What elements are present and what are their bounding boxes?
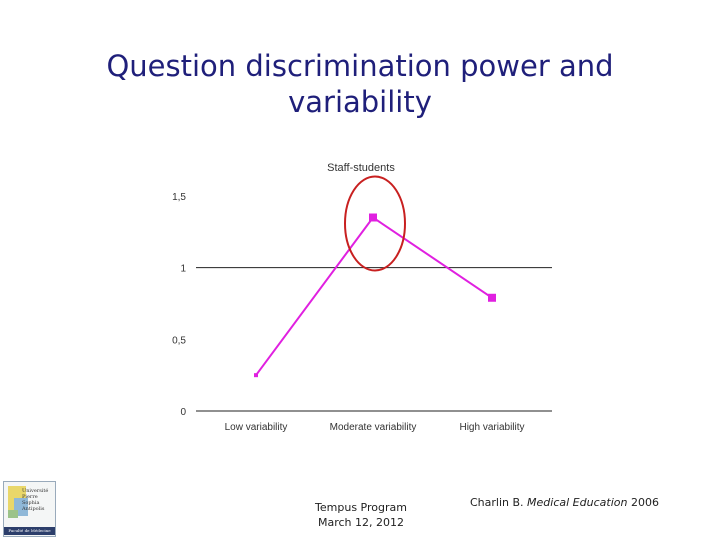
- slide-title-line1: Question discrimination power and: [106, 49, 614, 83]
- citation-author: Charlin B.: [470, 496, 528, 509]
- data-point: [254, 373, 258, 378]
- citation-year: 2006: [627, 496, 659, 509]
- logo-text: Université Pierre Sophia Antipolis: [22, 488, 55, 512]
- slide-title: Question discrimination power and variab…: [60, 48, 660, 120]
- x-category-label: Moderate variability: [330, 422, 417, 433]
- footer-line2: March 12, 2012: [317, 516, 404, 529]
- x-category-label: Low variability: [225, 422, 288, 433]
- university-logo: Université Pierre Sophia Antipolis Facul…: [3, 481, 56, 537]
- data-point: [488, 293, 496, 302]
- y-tick-label: 0: [180, 407, 186, 418]
- logo-faculty-bar: Faculté de Médecine: [4, 527, 55, 535]
- chart-title: Staff-students: [327, 162, 395, 174]
- y-tick-label: 1: [180, 264, 186, 275]
- citation: Charlin B. Medical Education 2006: [470, 496, 659, 509]
- x-category-label: High variability: [459, 422, 524, 433]
- y-tick-label: 1,5: [172, 192, 186, 203]
- data-point: [369, 213, 377, 222]
- logo-line1: Université: [22, 488, 49, 494]
- footer-program: Tempus Program March 12, 2012: [300, 500, 422, 530]
- logo-line2: Pierre: [22, 494, 38, 500]
- logo-green-block: [8, 510, 18, 518]
- series-line: [255, 216, 493, 376]
- highlight-circle: [344, 175, 406, 272]
- slide-title-line2: variability: [288, 85, 432, 119]
- citation-journal: Medical Education: [527, 496, 628, 509]
- footer-line1: Tempus Program: [315, 501, 407, 514]
- y-tick-label: 0,5: [172, 335, 186, 346]
- logo-line3: Sophia Antipolis: [22, 500, 45, 512]
